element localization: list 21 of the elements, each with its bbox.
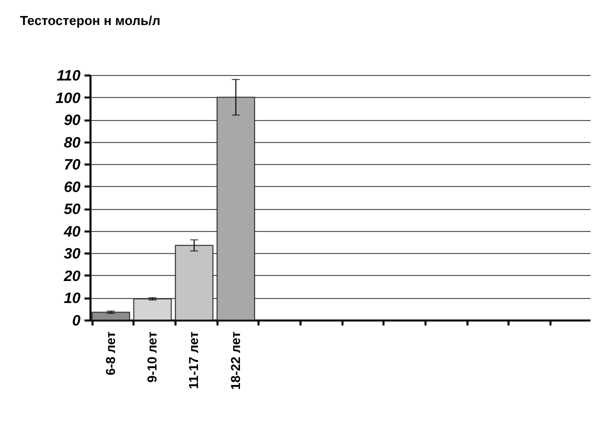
bar [92,312,130,320]
y-tick-label: 10 [64,290,82,308]
x-tick-label: 6-8 лет [102,332,118,376]
y-tick-label: 50 [64,201,82,218]
y-tick-label: 100 [55,90,82,107]
chart-title: Тестостерон н моль/л [20,13,160,28]
x-tick-label: 18-22 лет [228,332,243,390]
y-tick-label: 30 [64,246,82,263]
y-tick-label: 70 [64,156,82,174]
y-tick-label: 0 [72,312,82,330]
bar [133,298,172,320]
y-tick-label: 20 [62,268,82,285]
x-tick-label: 9-10 лет [144,332,160,383]
bar [216,96,256,320]
bar [174,244,214,320]
x-tick-label: 11-17 лет [186,332,202,390]
y-tick-label: 80 [64,134,82,152]
y-tick-label: 60 [64,178,82,196]
y-tick-label: 90 [64,112,82,130]
y-tick-label: 110 [56,68,82,84]
y-tick-label: 40 [62,223,82,240]
